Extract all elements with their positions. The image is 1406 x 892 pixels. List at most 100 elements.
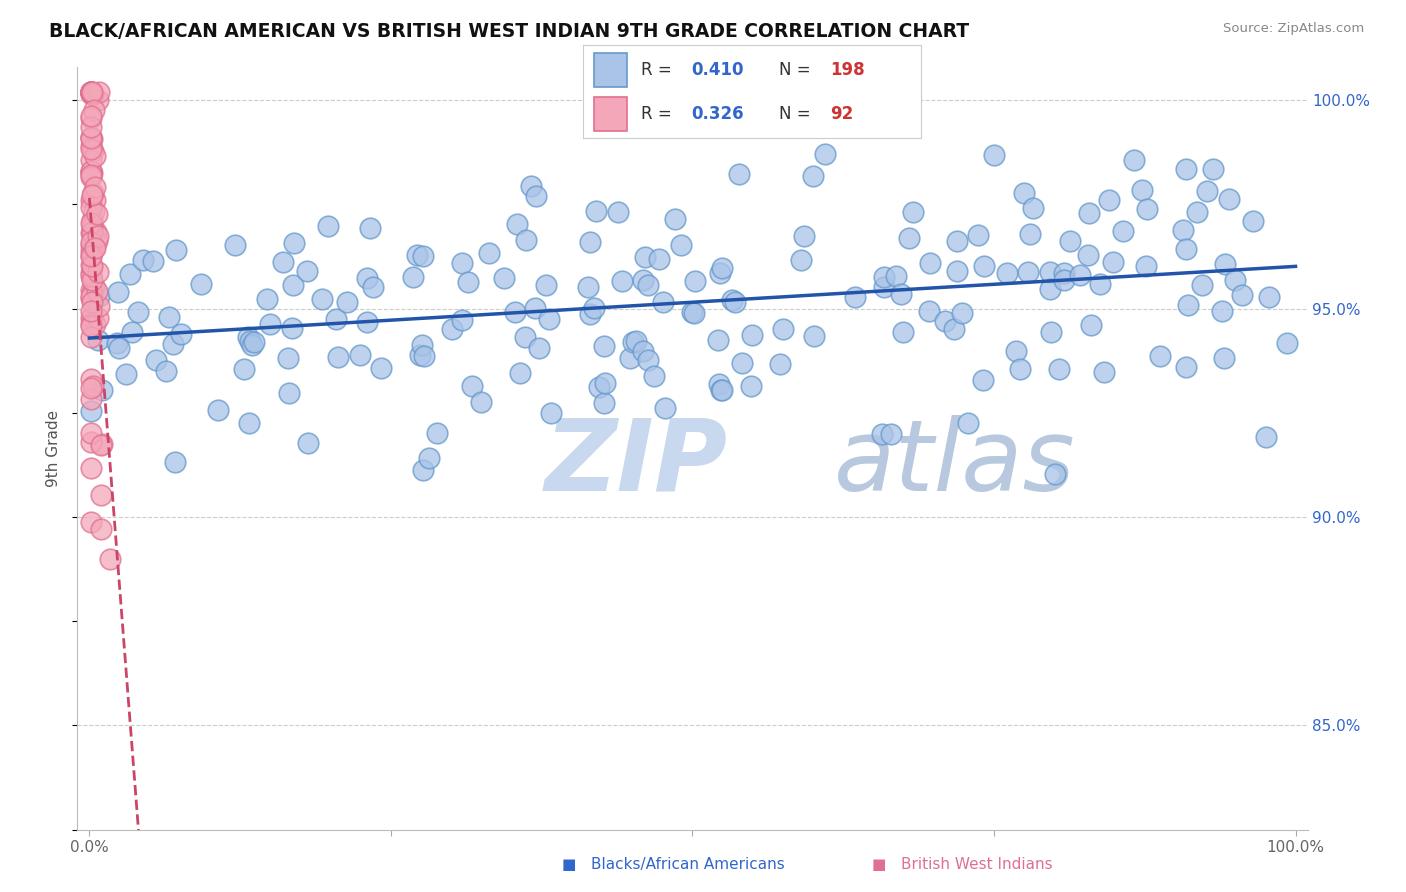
Point [710, 383, 733, 397]
Point [1039, 283, 1062, 297]
Point [1053, 272, 1076, 286]
Point [157, 310, 180, 324]
Point [893, 326, 915, 340]
Point [79, 109, 101, 123]
Point [524, 301, 547, 315]
Point [1077, 206, 1099, 220]
Point [1092, 365, 1115, 379]
Point [295, 264, 318, 278]
Point [80, 225, 103, 239]
Point [82, 295, 104, 310]
Point [897, 231, 920, 245]
Point [80, 216, 103, 230]
Point [79, 85, 101, 99]
Point [972, 374, 994, 388]
Point [811, 103, 834, 118]
Point [87, 229, 110, 244]
Point [207, 403, 229, 417]
Point [1043, 467, 1066, 482]
Point [91, 384, 114, 398]
Point [1069, 268, 1091, 282]
Point [283, 236, 305, 251]
Point [79, 85, 101, 99]
Point [1218, 192, 1240, 206]
Point [91, 437, 114, 451]
Point [79, 235, 101, 250]
Point [440, 322, 463, 336]
Point [79, 130, 101, 145]
Point [89, 288, 111, 302]
Point [118, 267, 141, 281]
Point [82, 131, 104, 145]
Point [1241, 214, 1264, 228]
Point [1059, 234, 1081, 248]
Point [243, 334, 266, 349]
Point [1098, 193, 1121, 207]
Point [593, 376, 616, 390]
Point [80, 304, 103, 318]
Point [107, 285, 129, 299]
Point [79, 85, 101, 99]
Point [80, 272, 103, 286]
Point [356, 271, 378, 285]
Point [240, 338, 263, 352]
Point [224, 238, 246, 252]
Point [1187, 205, 1209, 219]
Point [80, 249, 103, 263]
Point [79, 249, 101, 263]
Point [607, 205, 630, 219]
Point [83, 149, 105, 163]
Point [86, 235, 108, 249]
Point [80, 269, 103, 284]
Point [814, 147, 837, 161]
Point [1012, 186, 1035, 200]
Point [82, 144, 104, 158]
Point [80, 111, 103, 125]
Point [80, 142, 103, 156]
Point [412, 349, 434, 363]
Point [80, 319, 103, 334]
Point [983, 147, 1005, 161]
Point [683, 273, 706, 287]
Point [98, 552, 121, 566]
Point [890, 286, 912, 301]
Point [79, 153, 101, 168]
Point [918, 303, 941, 318]
Point [83, 193, 105, 207]
Point [80, 213, 103, 227]
Point [803, 329, 825, 343]
Point [461, 379, 484, 393]
Point [592, 395, 614, 409]
Point [82, 87, 104, 101]
Point [402, 270, 425, 285]
Point [731, 356, 754, 370]
Point [790, 252, 813, 267]
Point [87, 310, 110, 325]
Point [1195, 184, 1218, 198]
Point [162, 337, 184, 351]
Point [239, 334, 262, 348]
Point [79, 164, 101, 178]
Point [89, 85, 111, 99]
Point [872, 427, 894, 442]
Point [524, 189, 547, 203]
Point [418, 450, 440, 465]
Text: ZIP: ZIP [546, 415, 728, 512]
Point [509, 366, 531, 380]
Point [297, 436, 319, 450]
Point [83, 241, 105, 255]
Point [1022, 202, 1045, 216]
Point [142, 253, 165, 268]
Point [724, 295, 747, 310]
Point [1017, 265, 1039, 279]
Point [934, 313, 956, 327]
Point [918, 256, 941, 270]
Point [619, 351, 641, 366]
Point [79, 85, 101, 99]
Point [79, 266, 101, 280]
Point [671, 238, 693, 252]
Point [901, 205, 924, 219]
Point [1175, 162, 1198, 177]
Point [82, 241, 104, 255]
Point [527, 341, 550, 355]
